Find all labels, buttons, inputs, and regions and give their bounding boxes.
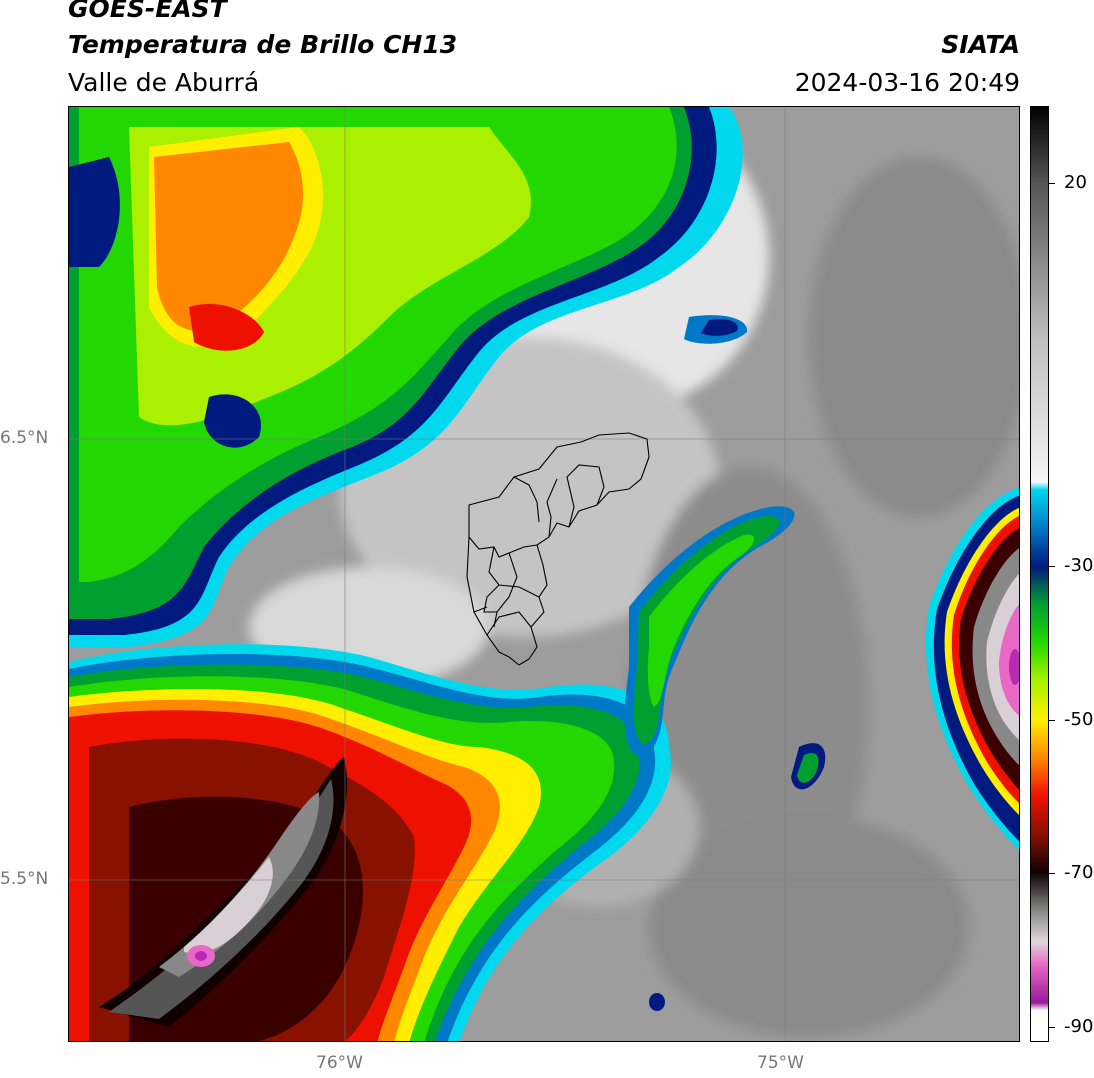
cloud-mass-southwest [69,644,671,1041]
region-label: Valle de Aburrá [68,68,260,97]
colorbar-tick-label: -70 [1064,862,1094,884]
colorbar [1030,106,1049,1042]
colorbar-tick [1049,566,1055,568]
lat-tick-label: 6.5°N [0,428,49,448]
satellite-title: GOES-EAST [68,0,227,23]
lon-tick-label: 75°W [757,1053,804,1073]
lon-tick-label: 76°W [316,1053,363,1073]
colorbar-tick-label: -50 [1064,708,1094,730]
graticule [69,107,1019,1041]
aburra-valley-boundaries [466,432,650,666]
colorbar-tick-label: 20 [1064,171,1087,193]
brightness-temperature-field [69,107,1019,1041]
colorbar-tick-label: -30 [1064,555,1094,577]
colorbar-tick [1049,1026,1055,1028]
colorbar-tick-label: -90 [1064,1015,1094,1037]
cloud-cell-east [925,487,1019,851]
organization-label: SIATA [941,30,1020,59]
colorbar-tick [1049,719,1055,721]
lat-tick-label: 5.5°N [0,869,49,889]
product-title: Temperatura de Brillo CH13 [68,30,458,59]
cloud-mass-northwest [69,107,743,647]
colorbar-tick [1049,182,1055,184]
colorbar-tick [1049,873,1055,875]
colorbar-gradient [1031,107,1048,1041]
datetime-label: 2024-03-16 20:49 [794,68,1020,97]
cloud-band-center [624,506,795,757]
satellite-map [68,106,1020,1042]
